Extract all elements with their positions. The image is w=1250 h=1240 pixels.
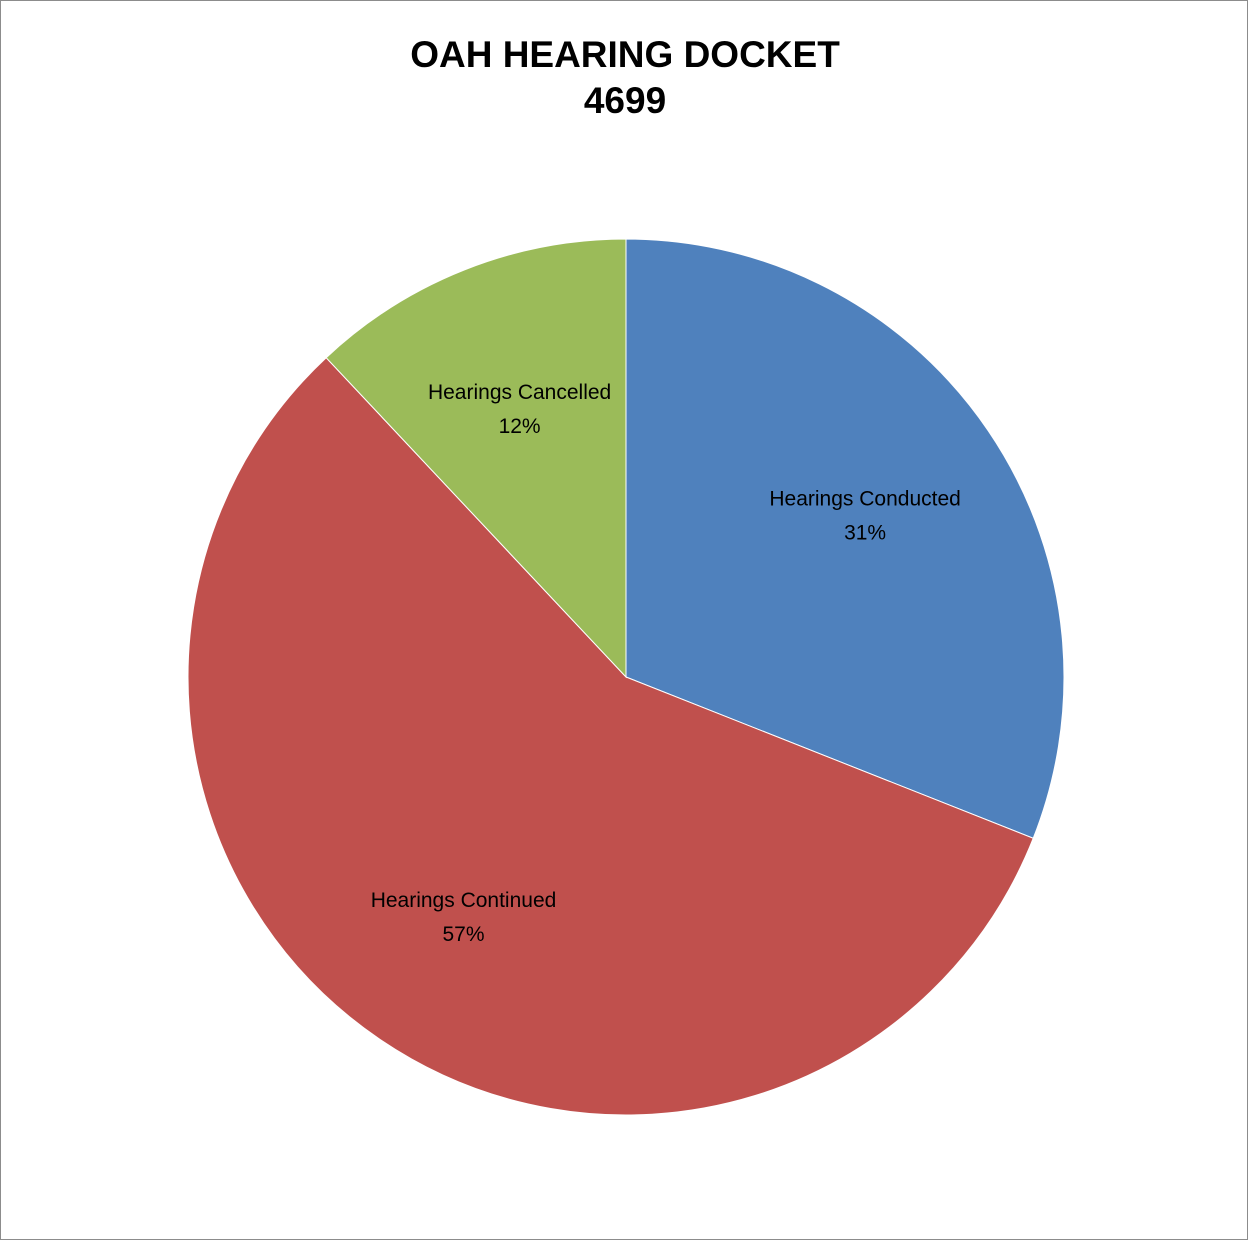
chart-title-block: OAH HEARING DOCKET 4699 [0, 32, 1250, 124]
pie-slice-2 [325, 238, 627, 679]
slice-label-percent-1: 57% [442, 923, 484, 946]
slice-label-name-0: Hearings Conducted [769, 488, 960, 511]
pie-slice-1 [187, 357, 1034, 1116]
slice-label-name-1: Hearings Continued [371, 889, 557, 912]
chart-title: OAH HEARING DOCKET [410, 34, 840, 75]
slice-label-name-2: Hearings Cancelled [428, 381, 611, 404]
pie-slice-0 [625, 238, 1065, 839]
slice-label-percent-0: 31% [844, 522, 886, 545]
pie-chart: Hearings Conducted 31% Hearings Continued 5… [187, 238, 1065, 1116]
slice-label-percent-2: 12% [499, 415, 541, 438]
chart-subtitle: 4699 [583, 80, 667, 121]
